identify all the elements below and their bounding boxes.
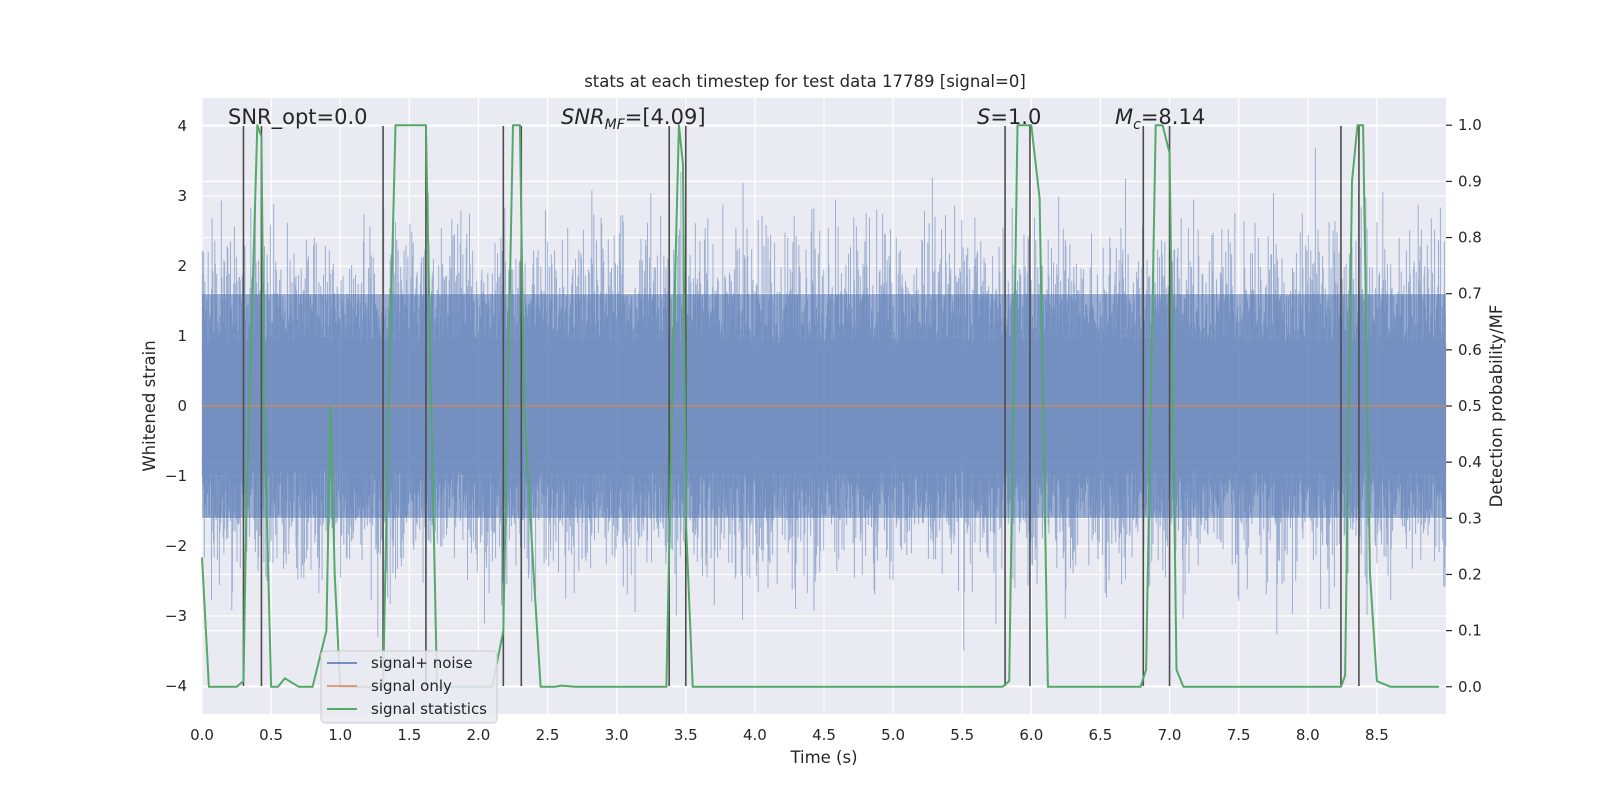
- x-tick-15: 7.5: [1227, 726, 1251, 744]
- x-tick-2: 1.0: [328, 726, 352, 744]
- signal-statistics-series: [201, 124, 1440, 688]
- y-tick-0: 4: [177, 117, 187, 135]
- annotation-s: S=1.0: [977, 105, 1041, 129]
- x-tick-10: 5.0: [881, 726, 905, 744]
- annotation-mc: Mc=8.14: [1115, 105, 1205, 133]
- x-tick-12: 6.0: [1019, 726, 1043, 744]
- x-tick-7: 3.5: [674, 726, 698, 744]
- y-right-tick-5: 0.5: [1458, 397, 1482, 415]
- x-tick-16: 8.0: [1296, 726, 1320, 744]
- x-tick-labels: 0.0 0.5 1.0 1.5 2.0 2.5 3.0 3.5 4.0 4.5 5.0 5.5 6.0 6…: [190, 726, 1389, 744]
- annotations: SNR_opt=0.0 SNRMF=[4.09] S=1.0 Mc=8.14: [228, 105, 1205, 133]
- x-tick-5: 2.5: [536, 726, 560, 744]
- annotation-snr-opt: SNR_opt=0.0: [228, 105, 368, 130]
- vertical-markers: [242, 126, 1360, 686]
- y-tick-4: 0: [177, 397, 187, 415]
- mc-main: M: [1115, 105, 1133, 129]
- annotation-snr-mf: SNRMF=[4.09]: [561, 105, 706, 133]
- x-tick-3: 1.5: [397, 726, 421, 744]
- s-main: S: [977, 105, 990, 129]
- y-tick-7: −3: [165, 607, 187, 625]
- snr-mf-sub: MF: [605, 117, 626, 133]
- y-right-tick-0: 1.0: [1458, 116, 1482, 134]
- legend-label-signal-noise: signal+ noise: [371, 654, 473, 672]
- y-right-tick-labels: 1.0 0.9 0.8 0.7 0.6 0.5 0.4 0.3 0.2 0.1 0.0: [1446, 116, 1482, 696]
- x-tick-17: 8.5: [1365, 726, 1389, 744]
- x-tick-11: 5.5: [950, 726, 974, 744]
- y-tick-1: 3: [177, 187, 187, 205]
- snr-mf-rest: =[4.09]: [625, 105, 706, 129]
- y-tick-8: −4: [165, 677, 187, 695]
- y-right-tick-6: 0.4: [1458, 453, 1482, 471]
- x-tick-1: 0.5: [259, 726, 283, 744]
- legend-label-signal-only: signal only: [371, 677, 452, 695]
- x-tick-0: 0.0: [190, 726, 214, 744]
- y-right-tick-7: 0.3: [1458, 509, 1482, 527]
- legend: signal+ noise signal only signal statist…: [320, 650, 498, 724]
- y-tick-3: 1: [177, 327, 187, 345]
- y-right-tick-9: 0.1: [1458, 622, 1482, 640]
- y-right-tick-2: 0.8: [1458, 229, 1482, 247]
- x-axis-label: Time (s): [789, 748, 857, 767]
- y-right-tick-10: 0.0: [1458, 678, 1482, 696]
- y-right-tick-1: 0.9: [1458, 172, 1482, 190]
- y-right-axis-label: Detection probability/MF: [1487, 305, 1506, 508]
- y-tick-6: −2: [165, 537, 187, 555]
- legend-box: [320, 650, 498, 724]
- y-right-tick-3: 0.7: [1458, 285, 1482, 303]
- chart-title: stats at each timestep for test data 177…: [584, 72, 1026, 91]
- mc-rest: =8.14: [1141, 105, 1205, 129]
- y-tick-labels: 4 3 2 1 0 −1 −2 −3 −4: [165, 117, 187, 695]
- x-tick-14: 7.0: [1158, 726, 1182, 744]
- y-tick-2: 2: [177, 257, 187, 275]
- x-tick-4: 2.0: [467, 726, 491, 744]
- x-tick-13: 6.5: [1089, 726, 1113, 744]
- x-tick-8: 4.0: [743, 726, 767, 744]
- x-tick-6: 3.0: [605, 726, 629, 744]
- mc-sub: c: [1133, 117, 1141, 133]
- s-rest: =1.0: [990, 105, 1041, 129]
- y-right-tick-4: 0.6: [1458, 341, 1482, 359]
- y-axis-label: Whitened strain: [140, 340, 159, 471]
- snr-mf-main: SNR: [561, 105, 605, 129]
- x-tick-9: 4.5: [812, 726, 836, 744]
- legend-label-signal-statistics: signal statistics: [371, 700, 487, 718]
- y-tick-5: −1: [165, 467, 187, 485]
- y-right-tick-8: 0.2: [1458, 565, 1482, 583]
